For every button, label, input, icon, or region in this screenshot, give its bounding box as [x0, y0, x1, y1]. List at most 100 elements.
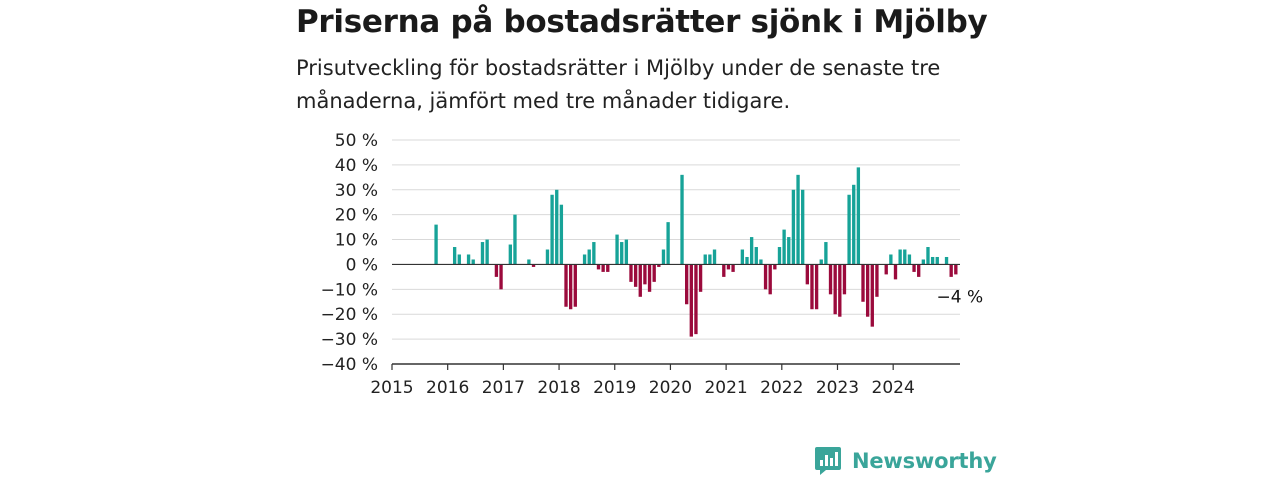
bar [689, 264, 693, 337]
bar-series [434, 167, 958, 337]
bar [759, 259, 763, 265]
bar [480, 242, 485, 265]
x-tick-label: 2017 [482, 378, 525, 398]
bar [801, 189, 805, 265]
x-tick-label: 2019 [593, 378, 636, 398]
bar [452, 247, 457, 265]
bar [824, 242, 828, 265]
bar [434, 224, 438, 265]
bar [935, 256, 939, 265]
bar [694, 264, 698, 335]
bar [703, 254, 707, 265]
bar [763, 264, 768, 290]
bar [601, 264, 605, 272]
bar [559, 204, 564, 265]
bar [949, 264, 953, 277]
bar [457, 254, 461, 265]
bar [912, 264, 916, 272]
x-tick-label: 2022 [760, 378, 803, 398]
bar [852, 184, 856, 265]
bar [889, 254, 893, 265]
bar [847, 194, 851, 265]
bar [833, 264, 837, 315]
y-tick-label: 50 % [335, 131, 378, 151]
bar [685, 264, 689, 305]
bar [652, 264, 656, 282]
y-tick-label: −30 % [321, 330, 378, 350]
bar [708, 254, 712, 265]
newsworthy-logo: Newsworthy [814, 444, 997, 478]
bar [870, 264, 874, 327]
bar [643, 264, 647, 285]
bar [661, 249, 666, 265]
axes [391, 263, 960, 370]
bar [633, 264, 638, 287]
bar [471, 259, 475, 265]
bar [838, 264, 842, 317]
bar [499, 264, 503, 290]
bar [666, 222, 670, 265]
bar [647, 264, 652, 292]
bar [620, 242, 624, 265]
chart-subtitle: Prisutveckling för bostadsrätter i Mjölb… [296, 56, 941, 113]
x-tick-label: 2021 [704, 378, 747, 398]
bar [893, 264, 898, 280]
y-tick-label: 0 % [346, 255, 378, 275]
last-value-label: −4 % [937, 287, 984, 307]
bar [954, 264, 958, 275]
y-tick-label: 10 % [335, 231, 378, 251]
bar [903, 249, 907, 265]
bar [917, 264, 921, 277]
bar [810, 264, 814, 310]
bar [555, 189, 559, 265]
bar [740, 249, 745, 265]
bar [944, 256, 949, 265]
bar [856, 167, 861, 265]
chart-title: Priserna på bostadsrätter sjönk i Mjölby [296, 4, 988, 40]
bar [573, 264, 577, 307]
labels: 50 % 40 % 30 % 20 % 10 % 0 % −10 % −20 % −30 % −4… [321, 131, 984, 398]
bar [828, 264, 833, 295]
bar [796, 174, 800, 265]
y-tick-label: 40 % [335, 156, 378, 176]
bar [777, 247, 782, 265]
bar [513, 214, 517, 265]
y-tick-label: −20 % [321, 305, 378, 325]
bar [921, 259, 926, 265]
x-tick-label: 2020 [649, 378, 692, 398]
y-tick-label: −10 % [321, 280, 378, 300]
y-tick-label: 30 % [335, 181, 378, 201]
bar [926, 247, 930, 265]
bar [791, 189, 796, 265]
bar [712, 249, 717, 265]
bar [624, 239, 629, 265]
bar [638, 264, 642, 297]
x-tick-label: 2016 [426, 378, 469, 398]
bar [745, 256, 749, 265]
bar [545, 249, 550, 265]
bar [606, 264, 610, 272]
bar [680, 174, 684, 265]
bar [768, 264, 772, 295]
newsworthy-logo-text: Newsworthy [852, 449, 997, 473]
bar [722, 264, 726, 277]
x-tick-label: 2015 [370, 378, 413, 398]
y-tick-label: −40 % [321, 355, 378, 375]
bar [861, 264, 865, 302]
bar [726, 264, 731, 270]
bar [814, 264, 819, 310]
x-tick-label: 2018 [537, 378, 580, 398]
bar [865, 264, 870, 317]
gridlines [392, 139, 960, 340]
bar [898, 249, 902, 265]
bar [773, 264, 777, 270]
bar [494, 264, 499, 277]
newsworthy-logo-icon [815, 447, 841, 475]
bar [749, 237, 754, 265]
bar [564, 264, 568, 307]
bar [587, 249, 591, 265]
bar [531, 264, 536, 267]
bar [842, 264, 847, 295]
x-tick-label: 2023 [816, 378, 859, 398]
